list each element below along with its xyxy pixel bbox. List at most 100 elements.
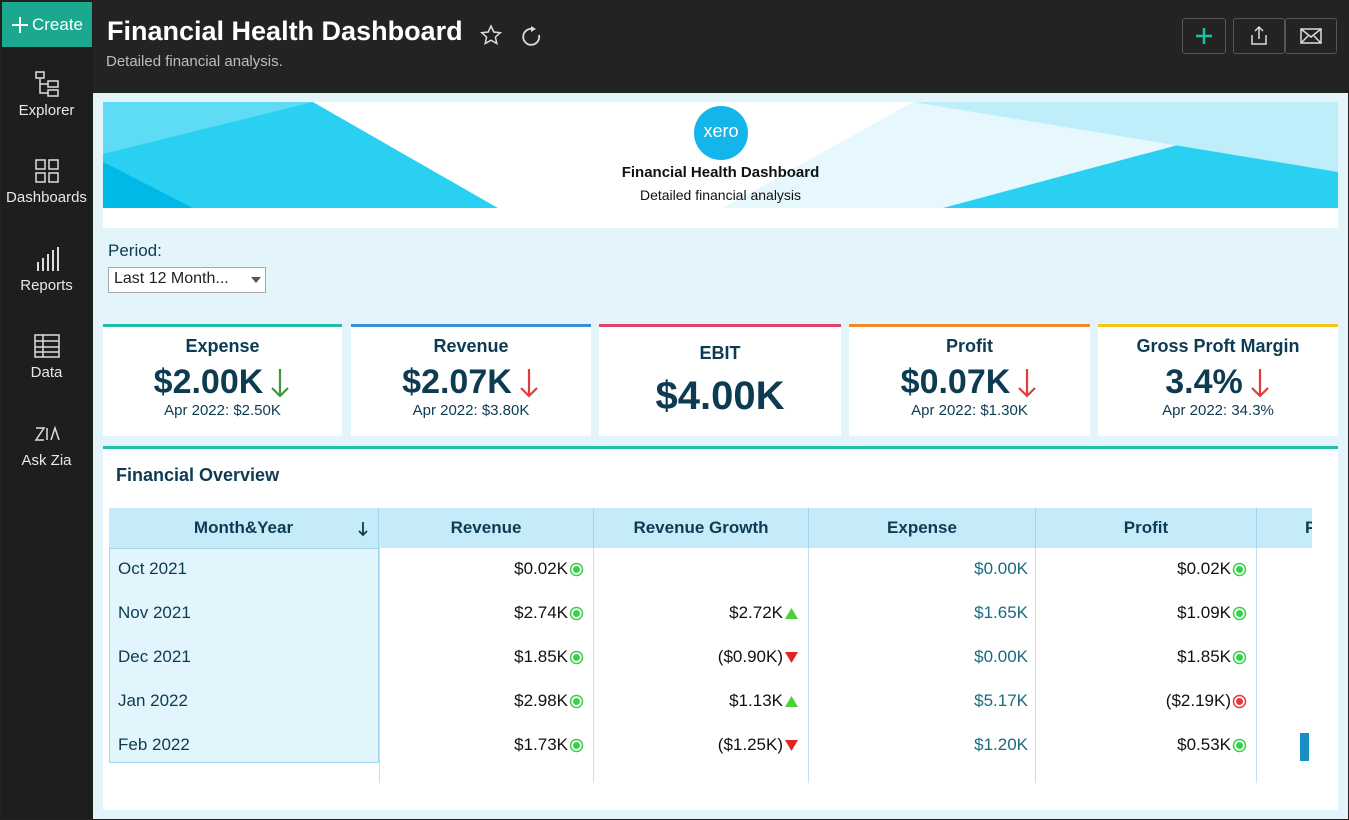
trend-arrow	[1250, 368, 1269, 398]
create-label: Create	[31, 14, 84, 34]
pivot-table: Month&Year Revenue Revenue Growth Expense Pr…	[109, 508, 1312, 783]
header-label: Revenue Growth	[633, 518, 769, 537]
table-cell: $1.65K	[809, 591, 1036, 635]
status-icon	[785, 607, 798, 619]
kpi-card: Gross Proft Margin 3.4% Apr 2022: 34.3%	[1098, 324, 1338, 436]
kpi-title: Revenue	[433, 336, 509, 356]
status-icon	[1232, 606, 1247, 620]
column-header[interactable]: Expense	[809, 508, 1036, 548]
column-header[interactable]: Profit	[1036, 508, 1257, 548]
table-cell: $1.20K	[809, 723, 1036, 767]
cell-value: $1.20K	[974, 735, 1028, 754]
column-header[interactable]: Revenue Growth	[594, 508, 809, 548]
column-header[interactable]: Month&Year	[109, 508, 379, 548]
dropdown-caret	[251, 277, 261, 283]
kpi-number: $2.00K	[153, 363, 264, 401]
cell-value: $1.65K	[974, 603, 1028, 622]
explorer-icon	[34, 71, 59, 97]
column-divider	[593, 548, 594, 783]
cell-value: $1.85K	[514, 647, 568, 666]
table-cell: $1.85K	[379, 635, 594, 679]
cell-value: $1.73K	[514, 735, 568, 754]
cell-value: $0.00K	[974, 559, 1028, 578]
kpi-number: $4.00K	[655, 374, 785, 418]
cell-value: $2.98K	[514, 691, 568, 710]
status-icon	[1232, 738, 1247, 752]
nav-label: Ask Zia	[21, 452, 72, 469]
status-icon	[1232, 562, 1247, 576]
row-label: Dec 2021	[118, 647, 191, 666]
kpi-value: $4.00K	[599, 374, 841, 419]
create-button[interactable]: Create	[2, 2, 92, 47]
status-icon	[569, 738, 584, 752]
table-cell: $0.02K	[379, 547, 594, 591]
column-header[interactable]: Revenue	[379, 508, 594, 548]
trend-arrow	[520, 368, 538, 398]
cell-value: $0.53K	[1177, 735, 1231, 754]
nav-ask-zia[interactable]: Ask Zia	[0, 420, 93, 469]
table-cell: $0.00K	[809, 635, 1036, 679]
nav-explorer[interactable]: Explorer	[0, 70, 93, 119]
share-button[interactable]	[1233, 18, 1285, 54]
nav-label: Explorer	[18, 102, 75, 119]
table-cell: $5.17K	[809, 679, 1036, 723]
period-select[interactable]: Last 12 Month...	[108, 267, 266, 293]
status-icon	[569, 562, 584, 576]
sort-icon[interactable]	[357, 521, 369, 537]
plus-icon	[1196, 28, 1212, 44]
kpi-title: EBIT	[699, 343, 741, 363]
kpi-compare: Apr 2022: $3.80K	[412, 402, 530, 419]
dashboards-icon	[34, 159, 59, 183]
kpi-title: Profit	[946, 336, 993, 356]
add-button[interactable]	[1182, 18, 1226, 54]
kpi-card: Profit $0.07K Apr 2022: $1.30K	[849, 324, 1090, 436]
row-label: Nov 2021	[118, 603, 191, 622]
status-icon	[785, 739, 798, 751]
kpi-card: Expense $2.00K Apr 2022: $2.50K	[103, 324, 342, 436]
kpi-title: Gross Proft Margin	[1136, 336, 1300, 356]
column-header[interactable]: P	[1257, 508, 1312, 548]
status-icon	[785, 695, 798, 707]
reports-icon	[36, 247, 59, 271]
sidebar: Create Explorer Dashboards Reports Data …	[0, 0, 93, 820]
favorite-icon[interactable]	[480, 24, 503, 45]
cell-value: $2.74K	[514, 603, 568, 622]
zia-icon	[34, 425, 60, 441]
nav-data[interactable]: Data	[0, 332, 93, 381]
dashboard-subtitle: Detailed financial analysis.	[106, 53, 283, 70]
cell-value: ($1.25K)	[717, 735, 783, 754]
banner-title: Financial Health Dashboard	[621, 164, 820, 181]
nav-reports[interactable]: Reports	[0, 245, 93, 294]
column-divider	[808, 548, 809, 783]
table-cell: $1.85K	[1036, 635, 1257, 679]
xero-logo: xero	[703, 121, 739, 141]
table-cell: $0.02K	[1036, 547, 1257, 591]
cell-value: ($0.90K)	[717, 647, 783, 666]
nav-label: Reports	[20, 277, 73, 294]
table-cell: $0.00K	[809, 547, 1036, 591]
banner-art	[103, 102, 1338, 228]
cell-value: $1.13K	[729, 691, 783, 710]
top-bar	[93, 0, 1349, 93]
refresh-icon[interactable]	[522, 27, 541, 46]
cell-value: $1.85K	[1177, 647, 1231, 666]
email-button[interactable]	[1285, 18, 1337, 54]
table-cell: $2.98K	[379, 679, 594, 723]
table-cell: $1.73K	[379, 723, 594, 767]
trend-arrow	[1018, 368, 1037, 398]
nav-label: Data	[30, 364, 63, 381]
scroll-handle[interactable]	[1300, 733, 1309, 761]
title-actions	[480, 24, 541, 46]
kpi-number: $2.07K	[402, 363, 512, 401]
header-label: Profit	[1123, 518, 1169, 537]
row-header-band	[109, 548, 379, 763]
data-icon	[33, 334, 60, 358]
nav-dashboards[interactable]: Dashboards	[0, 157, 93, 206]
banner: xero Financial Health Dashboard Detailed…	[103, 102, 1338, 228]
mail-icon	[1300, 28, 1322, 44]
table-cell: $2.72K	[594, 591, 809, 635]
kpi-compare: Apr 2022: $1.30K	[911, 402, 1028, 419]
column-divider	[1035, 548, 1036, 783]
kpi-number: $0.07K	[900, 363, 1011, 401]
